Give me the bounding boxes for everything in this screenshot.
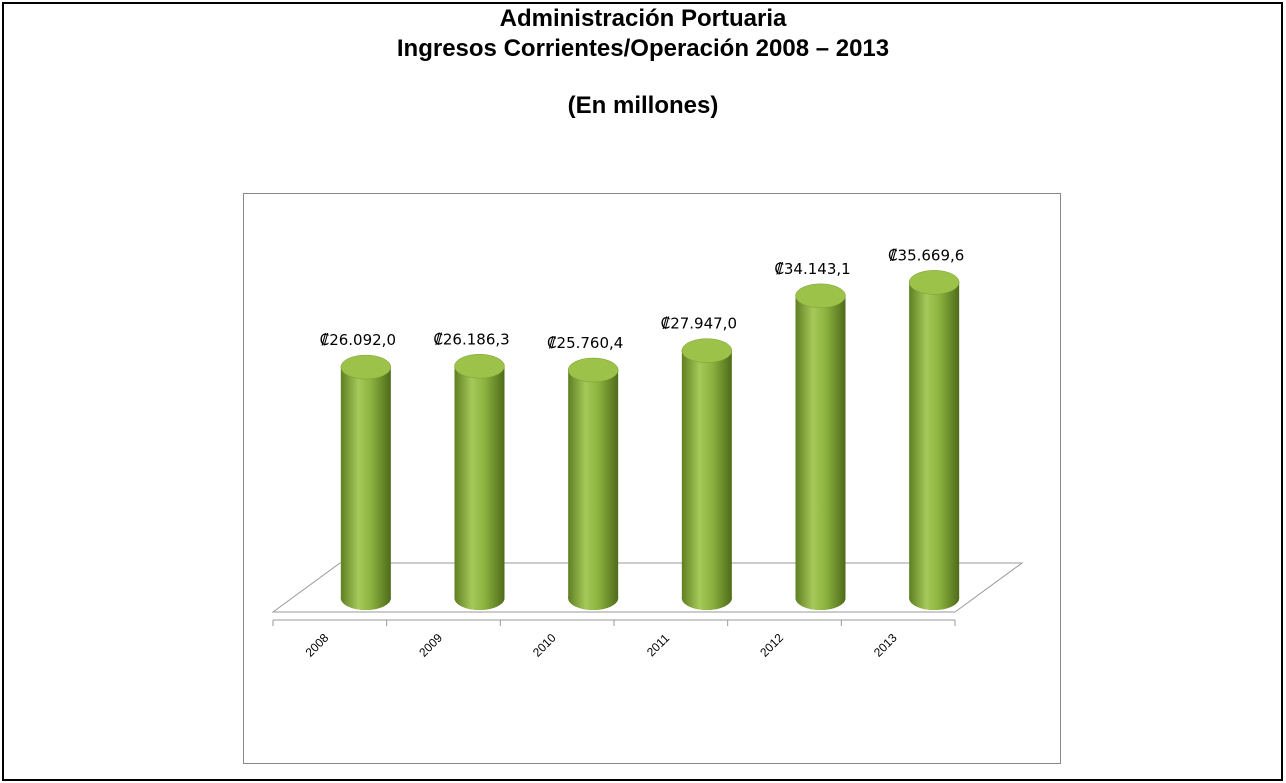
cylinder-top [908,270,960,295]
value-label: ₡26.186,3 [433,330,509,348]
value-label: ₡25.760,4 [547,334,623,352]
cylinder [454,366,505,610]
value-label: ₡35.669,6 [888,246,964,264]
cylinder-top [567,357,619,383]
value-label: ₡34.143,1 [774,260,850,278]
cylinder-top [340,354,392,380]
cylinder [795,295,846,610]
cylinder-top [454,354,505,379]
value-label: ₡26.092,0 [320,331,396,349]
cylinder [681,350,732,610]
cylinder [568,370,619,610]
chart-note: (En millones) [568,92,719,119]
cylinder [340,367,391,610]
cylinder-top [681,338,733,363]
chart-title: Administración Portuaria [500,5,787,32]
cylinder-top [795,283,846,309]
chart-subtitle: Ingresos Corrientes/Operación 2008 – 201… [397,35,889,62]
value-label: ₡27.947,0 [661,315,737,333]
cylinder [909,282,960,610]
